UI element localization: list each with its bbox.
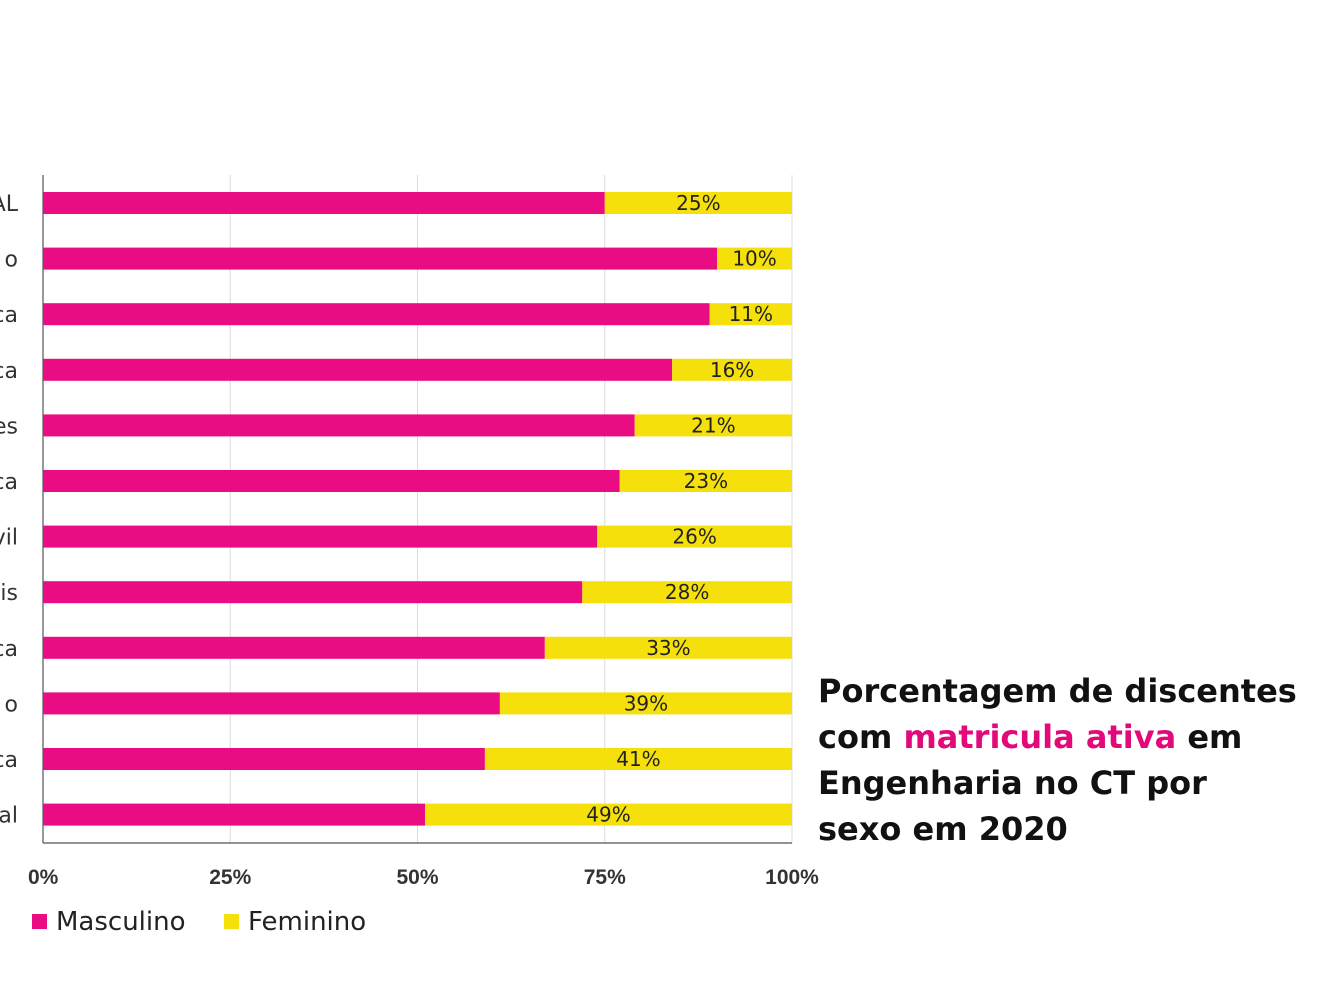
x-tick-label: 100% (765, 866, 819, 889)
category-label: ca (0, 637, 18, 662)
data-label: 28% (665, 580, 709, 604)
bar-feminino (619, 470, 792, 492)
caption-line-4: sexo em 2020 (818, 810, 1068, 848)
grid-lines (42, 175, 793, 844)
category-label: is (0, 581, 18, 606)
bar-feminino (582, 581, 792, 604)
category-label: ca (0, 470, 18, 495)
caption-line-3: Engenharia no CT por (818, 764, 1207, 802)
bar-masculino (43, 247, 718, 270)
bar-feminino (597, 525, 792, 548)
bar-masculino (43, 692, 500, 715)
x-tick-label: 75% (584, 866, 626, 889)
bars-group: 25% 10% 11% 16% 21% 23% 26% 28% 33% 39% 41% 49% (43, 191, 792, 827)
bar-feminino (604, 192, 792, 214)
data-label: 39% (624, 691, 668, 715)
category-labels: AL o ca ca es ca vil is ca o ca al (0, 192, 19, 829)
x-tick-label: 0% (28, 866, 59, 889)
caption-line-2-start: com (818, 718, 904, 756)
bar-masculino (43, 803, 425, 826)
x-tick-label: 25% (209, 866, 251, 889)
bar-feminino (717, 247, 792, 270)
category-label: vil (0, 526, 18, 551)
category-label: AL (0, 192, 19, 217)
data-label: 26% (672, 525, 716, 549)
legend-label-masculino: Masculino (56, 907, 186, 937)
bar-feminino (634, 414, 792, 437)
category-label: ca (0, 303, 18, 328)
bar-masculino (43, 303, 710, 326)
bar-masculino (43, 636, 545, 659)
caption-line-1: Porcentagem de discentes (818, 672, 1297, 710)
chart-caption: Porcentagem de discentes com matricula a… (818, 668, 1298, 852)
category-label: al (0, 804, 18, 829)
data-label: 33% (646, 636, 690, 660)
legend-swatch-feminino (224, 914, 239, 929)
bar-masculino (43, 748, 485, 770)
data-label: 49% (586, 803, 630, 827)
caption-highlight: matricula ativa (903, 718, 1177, 756)
data-label: 23% (684, 469, 728, 493)
bar-masculino (43, 414, 635, 437)
x-axis-ticks: 0% 25% 50% 75% 100% (28, 866, 819, 889)
caption-line-2: com matricula ativa em (818, 714, 1298, 760)
legend-swatch-masculino (32, 914, 47, 929)
data-label: 21% (691, 413, 735, 437)
data-label: 25% (676, 191, 720, 215)
bar-masculino (43, 525, 598, 548)
category-label: o (5, 692, 18, 717)
category-label: o (5, 248, 18, 273)
bar-masculino (43, 581, 583, 604)
bar-feminino (499, 692, 792, 715)
category-label: ca (0, 359, 18, 384)
data-label: 41% (616, 747, 660, 771)
bar-feminino (484, 748, 792, 770)
caption-line-2-end: em (1176, 718, 1243, 756)
data-label: 10% (732, 247, 776, 271)
bar-feminino (424, 803, 792, 826)
bar-masculino (43, 192, 605, 214)
legend: Masculino Feminino (32, 907, 366, 937)
bar-feminino (672, 358, 792, 381)
x-tick-label: 50% (396, 866, 438, 889)
legend-label-feminino: Feminino (248, 907, 366, 937)
bar-masculino (43, 470, 620, 492)
category-label: es (0, 414, 18, 439)
bar-feminino (544, 636, 792, 659)
data-label: 11% (729, 302, 773, 326)
category-label: ca (0, 748, 18, 773)
bar-feminino (709, 303, 792, 326)
bar-masculino (43, 358, 673, 381)
data-label: 16% (710, 358, 754, 382)
